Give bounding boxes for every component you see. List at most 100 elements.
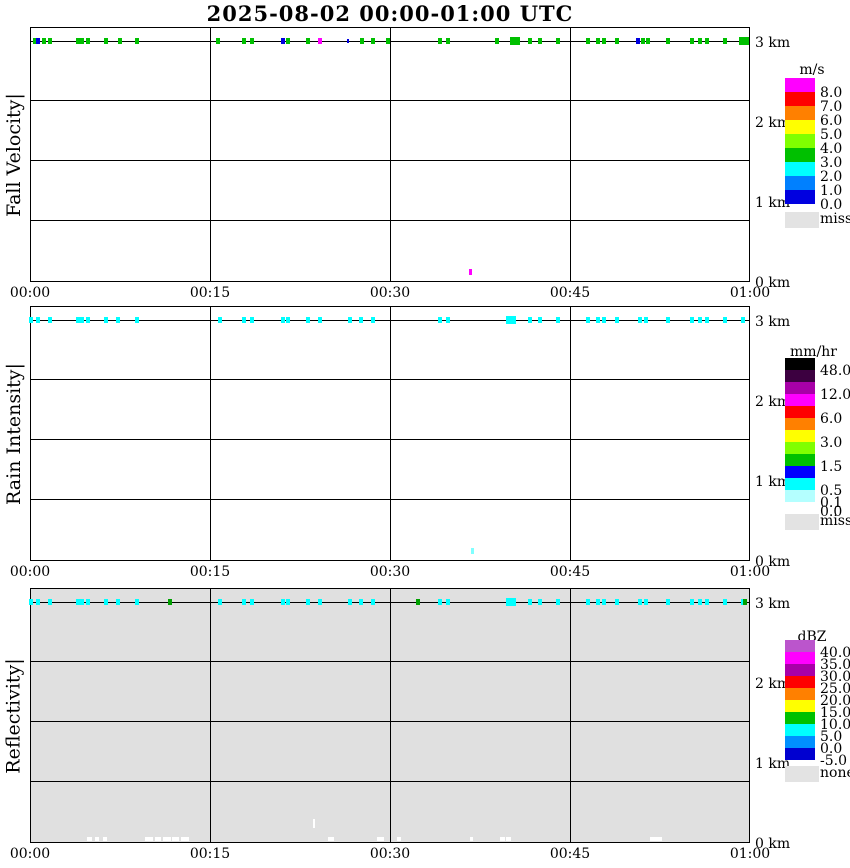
- legend-label: 3.0: [820, 435, 843, 451]
- legend-title: m/s: [799, 62, 825, 78]
- legend-band: [785, 454, 815, 466]
- legend-miss-label: none: [820, 765, 850, 781]
- data-mark: [250, 38, 254, 44]
- legend-label: 48.0: [820, 363, 850, 379]
- legend-band: [785, 176, 815, 190]
- data-mark: [643, 317, 648, 323]
- time-label: 00:00: [9, 564, 51, 580]
- legend-band: [785, 92, 815, 106]
- data-mark: [722, 38, 727, 44]
- data-mark: [666, 38, 671, 44]
- data-mark-wide: [506, 316, 517, 324]
- legend-band: [785, 676, 815, 688]
- legend-band: [785, 700, 815, 712]
- gridline-vertical: [390, 27, 391, 282]
- data-mark: [29, 317, 34, 323]
- legend-label: 0.5: [820, 483, 843, 499]
- data-mark: [538, 317, 542, 323]
- legend-label: 25.0: [820, 681, 850, 697]
- gridline-vertical: [210, 306, 211, 561]
- data-mark: [217, 599, 222, 605]
- data-mark: [690, 599, 695, 605]
- legend-band: [785, 736, 815, 748]
- legend-band: [785, 640, 815, 652]
- legend-label: 40.0: [820, 645, 850, 661]
- legend-label: 15.0: [820, 705, 850, 721]
- data-mark: [704, 317, 709, 323]
- clutter-mark-white: [470, 837, 474, 841]
- data-mark: [666, 317, 671, 323]
- height-label: 3 km: [755, 35, 791, 51]
- clutter-mark-white: [506, 837, 511, 841]
- legend-label: 6.0: [820, 411, 843, 427]
- legend-label: 35.0: [820, 657, 850, 673]
- data-mark: [360, 38, 365, 44]
- legend-band: [785, 664, 815, 676]
- data-mark: [241, 38, 246, 44]
- legend-label: 6.0: [820, 113, 843, 129]
- data-mark: [614, 38, 619, 44]
- data-mark: [438, 599, 443, 605]
- legend-band: [785, 162, 815, 176]
- height-label: 1 km: [755, 195, 791, 211]
- height-label: 3 km: [755, 596, 791, 612]
- data-mark: [595, 599, 600, 605]
- data-mark-low: [469, 268, 473, 275]
- legend-band: [785, 748, 815, 760]
- data-mark-wide: [739, 37, 749, 45]
- data-mark: [216, 38, 221, 44]
- data-mark: [643, 599, 648, 605]
- height-label: 0 km: [755, 275, 791, 291]
- clutter-tick-white: [313, 818, 316, 828]
- gridline-vertical: [210, 27, 211, 282]
- time-label: 00:15: [189, 285, 231, 301]
- legend-label: 10.0: [820, 717, 850, 733]
- legend-miss-swatch: [785, 766, 819, 782]
- panel-ylabel-wrap: Rain Intensity|: [0, 306, 28, 561]
- data-mark: [36, 38, 41, 44]
- time-label: 00:30: [369, 564, 411, 580]
- height-label: 2 km: [755, 394, 791, 410]
- time-label: 00:45: [549, 564, 591, 580]
- data-mark-wide: [506, 598, 517, 606]
- data-mark: [134, 599, 139, 605]
- data-mark: [241, 317, 246, 323]
- data-mark: [359, 599, 364, 605]
- legend-label: 5.0: [820, 127, 843, 143]
- data-mark: [29, 599, 34, 605]
- data-mark: [690, 317, 695, 323]
- time-label: 00:00: [9, 285, 51, 301]
- data-mark: [601, 38, 606, 44]
- data-mark: [348, 599, 353, 605]
- panel-ylabel-wrap: Fall Velocity|: [0, 27, 28, 282]
- data-mark: [528, 599, 533, 605]
- data-mark: [740, 317, 745, 323]
- legend-label: 3.0: [820, 155, 843, 171]
- data-mark: [614, 599, 619, 605]
- data-mark: [704, 599, 709, 605]
- data-mark: [637, 599, 642, 605]
- clutter-mark-white: [87, 837, 92, 841]
- legend-label: 0.1: [820, 495, 843, 511]
- data-mark: [241, 599, 246, 605]
- clutter-mark-white: [500, 837, 505, 841]
- legend-band: [785, 120, 815, 134]
- clutter-mark-white: [94, 837, 99, 841]
- legend-title: mm/hr: [790, 344, 837, 360]
- data-mark: [538, 38, 542, 44]
- data-mark: [556, 38, 560, 44]
- data-mark: [48, 38, 53, 44]
- clutter-mark-white: [397, 837, 402, 841]
- height-label: 1 km: [755, 756, 791, 772]
- data-mark: [385, 38, 390, 44]
- height-label: 2 km: [755, 115, 791, 131]
- clutter-mark-white: [181, 837, 189, 841]
- legend-miss-swatch: [785, 212, 819, 228]
- data-mark: [595, 38, 600, 44]
- data-mark: [79, 599, 84, 605]
- data-mark: [359, 317, 364, 323]
- gridline-vertical: [570, 306, 571, 561]
- data-mark: [586, 317, 590, 323]
- clutter-mark-white: [171, 837, 179, 841]
- time-label: 00:15: [189, 564, 231, 580]
